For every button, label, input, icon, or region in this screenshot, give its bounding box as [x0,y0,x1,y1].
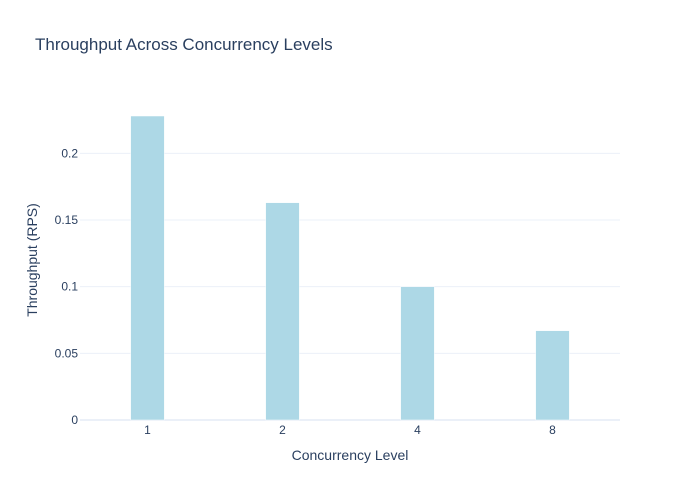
y-tick-label: 0.1 [61,280,78,294]
y-axis-ticks: 0 0.05 0.1 0.15 0.2 [55,146,79,427]
y-axis-title: Throughput (RPS) [24,203,40,317]
y-tick-label: 0.05 [55,346,79,360]
bars [130,115,570,421]
grid-lines [80,152,620,421]
x-axis-ticks: 1 2 4 8 [144,423,556,437]
x-axis-title: Concurrency Level [292,447,409,463]
bar-1[interactable] [130,115,165,421]
x-tick-label: 1 [144,423,151,437]
x-tick-label: 4 [414,423,421,437]
y-tick-label: 0 [71,413,78,427]
bar-8[interactable] [535,330,570,421]
y-tick-label: 0.2 [61,146,78,160]
x-tick-label: 2 [279,423,286,437]
y-tick-label: 0.15 [55,213,79,227]
bar-2[interactable] [265,202,300,421]
chart-title: Throughput Across Concurrency Levels [35,35,333,54]
x-tick-label: 8 [549,423,556,437]
bar-4[interactable] [400,286,435,421]
